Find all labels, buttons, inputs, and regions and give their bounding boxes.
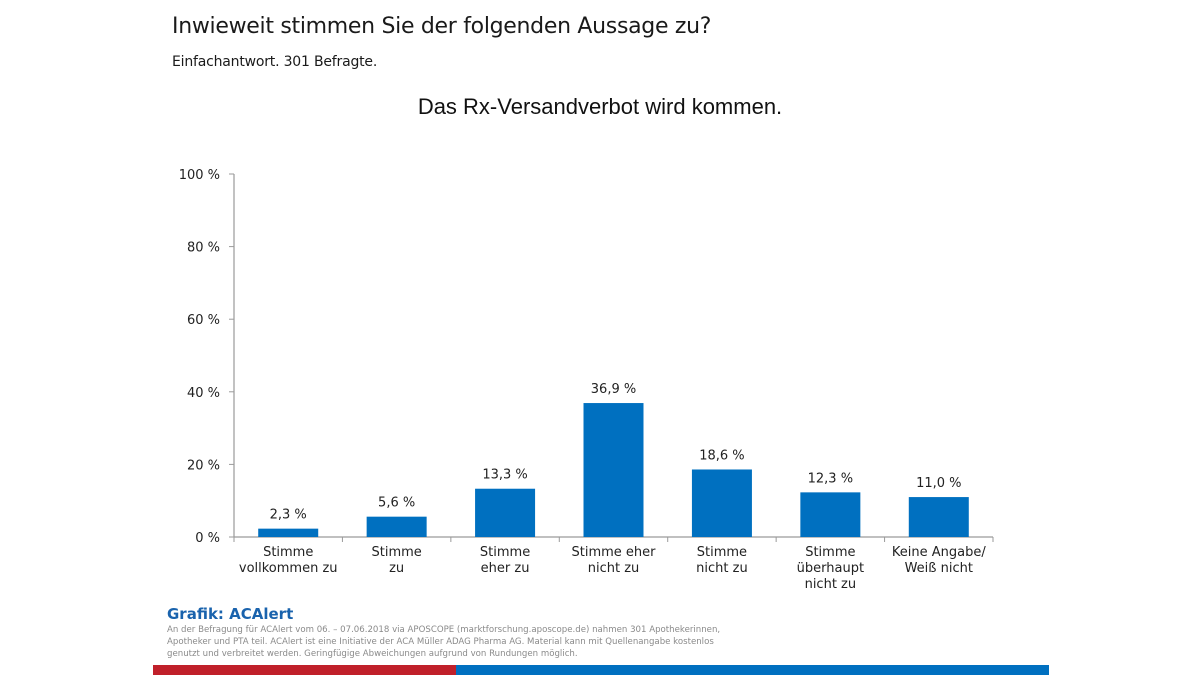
y-tick-label: 0 % [195, 531, 220, 546]
question-subtitle: Einfachantwort. 301 Befragte. [172, 54, 378, 70]
bar [366, 516, 427, 537]
axes: 0 % 20 % 40 % 60 % 80 % 100 % [179, 168, 994, 546]
data-label: 5,6 % [378, 496, 415, 511]
question-title: Inwieweit stimmen Sie der folgenden Auss… [172, 14, 712, 39]
data-label: 18,6 % [699, 448, 744, 463]
y-tick-label: 60 % [187, 313, 220, 328]
y-tick-label: 40 % [187, 386, 220, 401]
footer-stripe-red [153, 665, 456, 675]
bar [475, 488, 536, 537]
footer-stripe-blue [456, 665, 1049, 675]
chart-title: Das Rx-Versandverbot wird kommen. [417, 94, 783, 119]
labels: 2,3 % Stimme vollkommen zu 5,6 % Stimme zu 13,… [239, 382, 986, 592]
bars [258, 403, 969, 537]
data-label: 11,0 % [916, 476, 961, 491]
bar [908, 497, 969, 537]
data-label: 36,9 % [591, 382, 636, 397]
data-label: 12,3 % [808, 471, 853, 486]
y-tick-label: 80 % [187, 241, 220, 256]
category-label: Stimme eher zu [480, 545, 530, 576]
bar [691, 469, 752, 537]
category-label: Stimme vollkommen zu [239, 545, 338, 576]
y-tick-label: 100 % [179, 168, 220, 183]
bar [258, 528, 319, 537]
bar [800, 492, 861, 537]
data-label: 13,3 % [482, 468, 527, 483]
source-text: An der Befragung für ACAlert vom 06. – 0… [167, 625, 721, 659]
category-label: Stimme zu [371, 545, 421, 576]
source-title: Grafik: ACAlert [167, 605, 294, 623]
category-label: Keine Angabe/Weiß nicht [892, 545, 986, 576]
category-label: Stimme überhaupt nicht zu [797, 545, 864, 592]
data-label: 2,3 % [270, 508, 307, 523]
category-label: Stimme nicht zu [696, 545, 748, 576]
category-label: Stimme eher nicht zu [572, 545, 657, 576]
y-tick-label: 20 % [187, 458, 220, 473]
bar [583, 403, 644, 537]
